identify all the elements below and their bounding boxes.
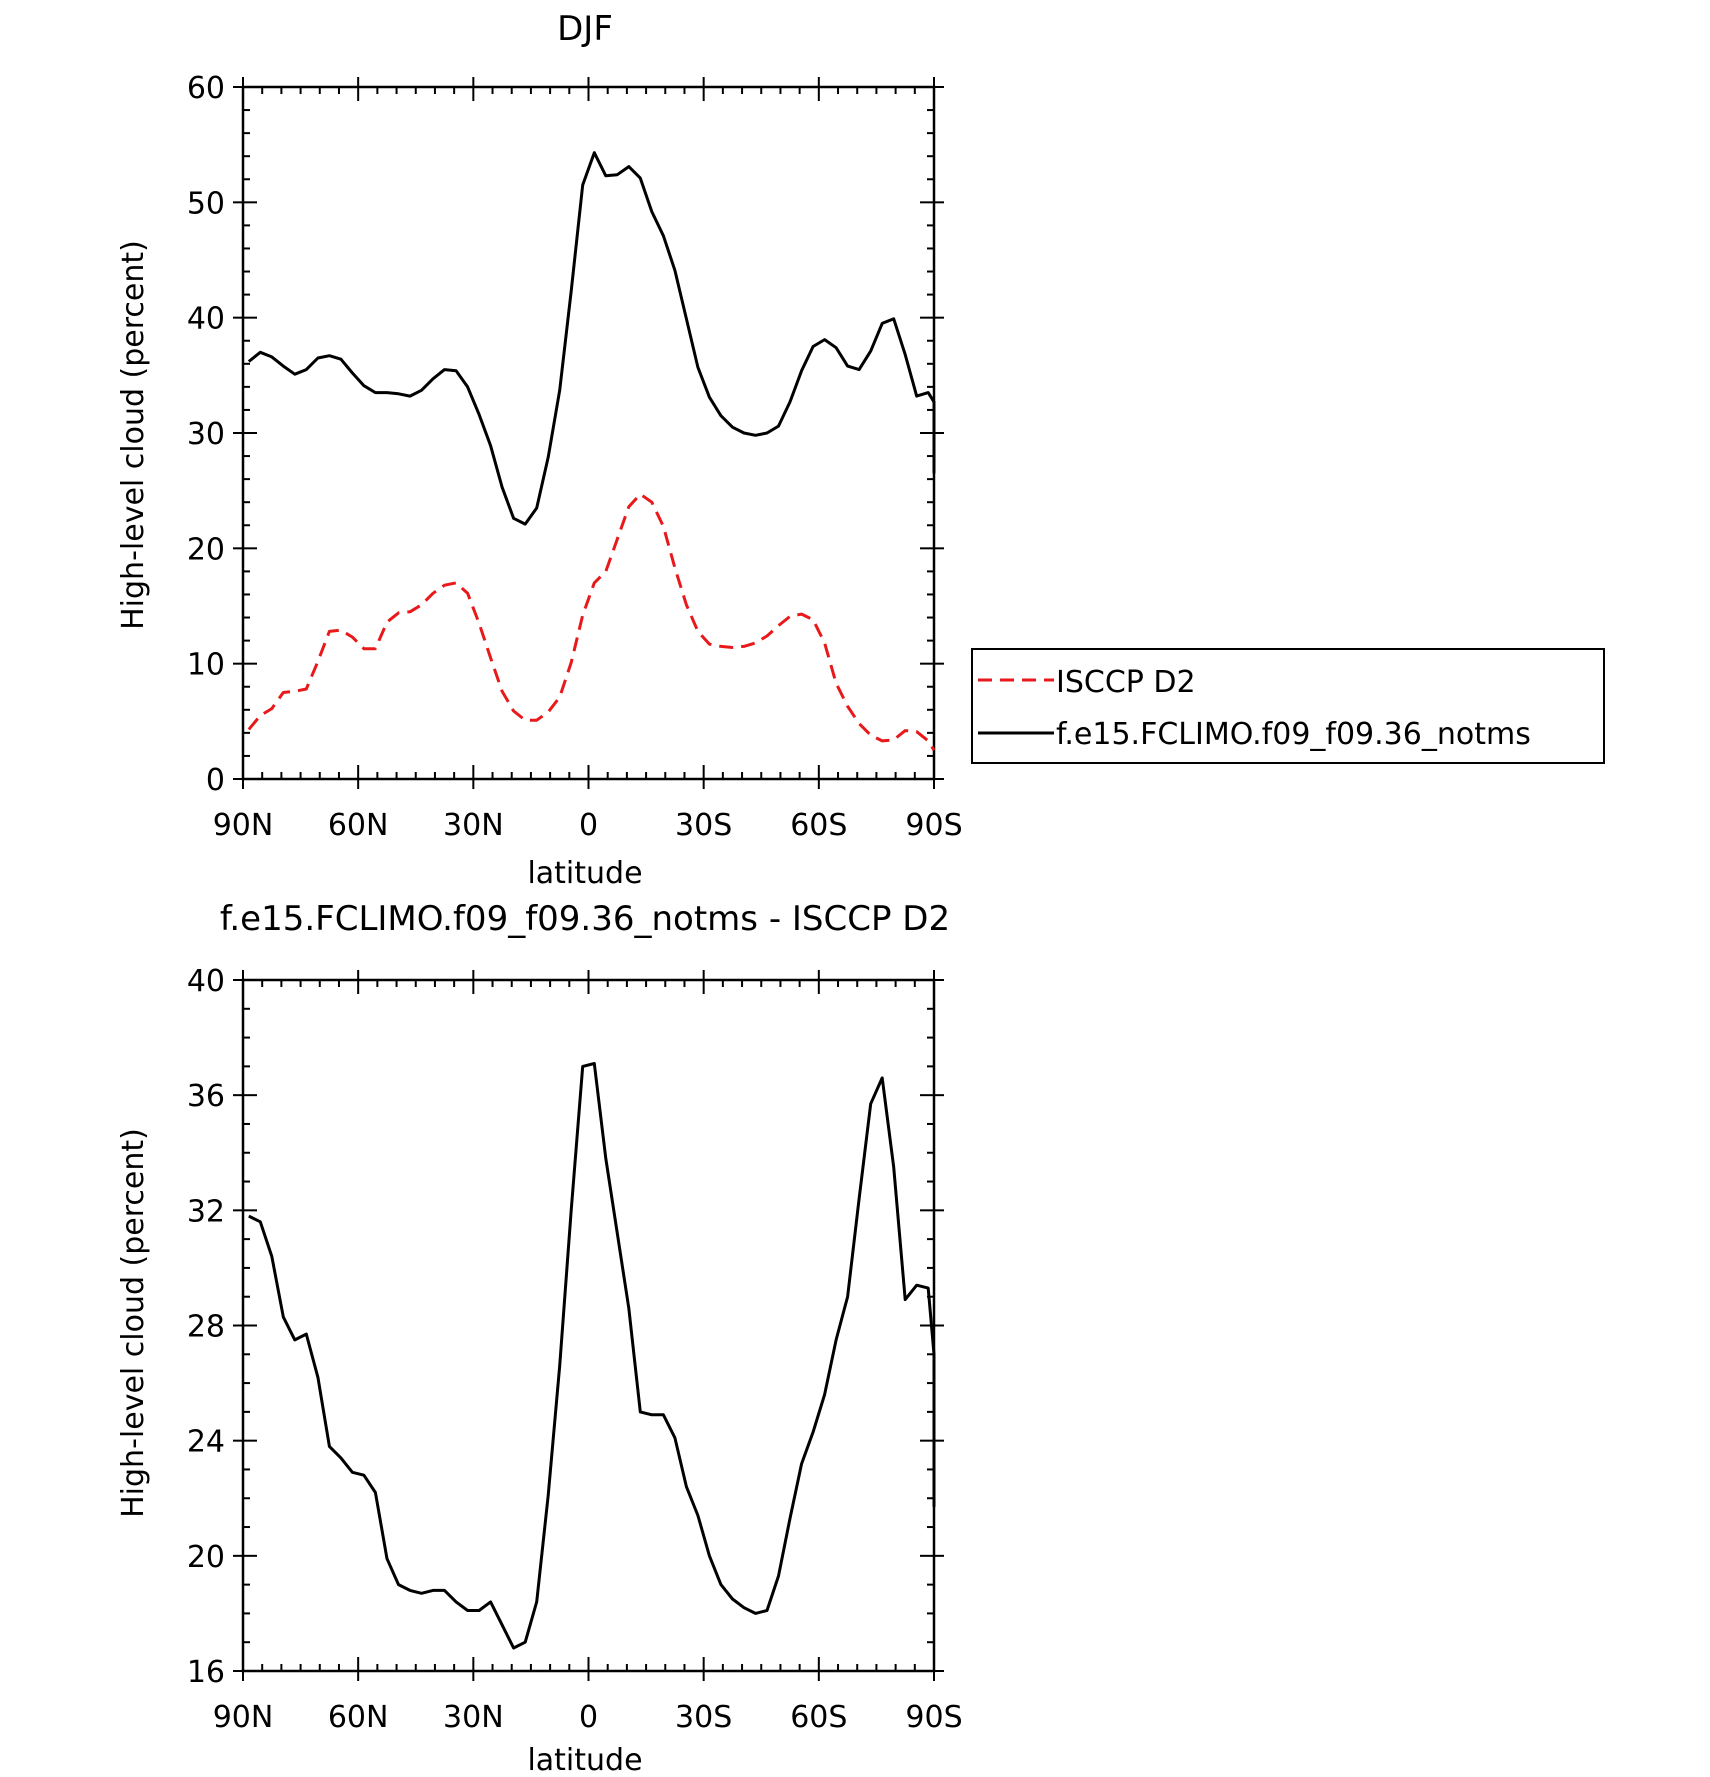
bottom-chart-xlabel: latitude: [527, 1743, 642, 1777]
x-tick-label: 60S: [790, 1700, 847, 1735]
y-tick-label: 16: [187, 1655, 225, 1690]
bottom-chart-title: f.e15.FCLIMO.f09_f09.36_notms - ISCCP D2: [220, 899, 950, 939]
y-tick-label: 28: [187, 1310, 225, 1345]
y-tick-label: 32: [187, 1194, 225, 1229]
x-tick-label: 60S: [790, 808, 847, 843]
top-chart-panel: DJF High-level cloud (percent) latitude …: [116, 9, 1605, 891]
x-tick-label: 60N: [328, 808, 389, 843]
x-tick-label: 0: [579, 1700, 598, 1735]
y-tick-label: 50: [187, 186, 225, 221]
top-chart-ylabel: High-level cloud (percent): [116, 240, 151, 630]
bottom-chart-ylabel: High-level cloud (percent): [116, 1128, 151, 1518]
y-tick-label: 24: [187, 1425, 225, 1460]
legend-frame: [971, 648, 1605, 764]
y-tick-label: 30: [187, 417, 225, 452]
plot-frame: [241, 978, 936, 1673]
y-tick-label: 40: [187, 302, 225, 337]
series-line-difference: [248, 1062, 936, 1650]
y-tick-label: 20: [187, 1540, 225, 1575]
x-tick-label: 60N: [328, 1700, 389, 1735]
y-tick-label: 10: [187, 648, 225, 683]
y-tick-label: 36: [187, 1079, 225, 1114]
y-tick-label: 60: [187, 71, 225, 106]
x-tick-label: 30N: [443, 1700, 504, 1735]
legend-label-model: f.e15.FCLIMO.f09_f09.36_notms: [1056, 717, 1531, 752]
series-line-isccp-d2: [247, 492, 936, 751]
x-tick-label: 90S: [905, 808, 962, 843]
x-tick-label: 90S: [905, 1700, 962, 1735]
plot-frame: [241, 85, 936, 781]
bottom-chart-plot-area: 90N 60N 30N 0 30S 60S 90S 16 20 24 28 32 36 40: [187, 964, 963, 1735]
legend-label-isccp: ISCCP D2: [1056, 665, 1196, 700]
x-tick-label: 30S: [675, 808, 732, 843]
top-chart-xlabel: latitude: [527, 856, 642, 891]
top-chart-legend: ISCCP D2 f.e15.FCLIMO.f09_f09.36_notms: [971, 648, 1605, 764]
x-tick-label: 0: [579, 808, 598, 843]
y-tick-label: 0: [206, 763, 225, 798]
series-line-f-e15-fclimo-f09-f09-36-notms: [247, 151, 936, 526]
top-chart-plot-area: 90N 60N 30N 0 30S 60S 90S 0 10 20 30 40 50 60: [187, 71, 963, 843]
y-tick-label: 20: [187, 532, 225, 567]
x-tick-label: 90N: [213, 808, 274, 843]
x-tick-label: 90N: [213, 1700, 274, 1735]
x-tick-label: 30S: [675, 1700, 732, 1735]
y-tick-label: 40: [187, 964, 225, 999]
x-tick-label: 30N: [443, 808, 504, 843]
bottom-chart-panel: f.e15.FCLIMO.f09_f09.36_notms - ISCCP D2…: [116, 899, 963, 1777]
top-chart-title: DJF: [557, 9, 613, 49]
